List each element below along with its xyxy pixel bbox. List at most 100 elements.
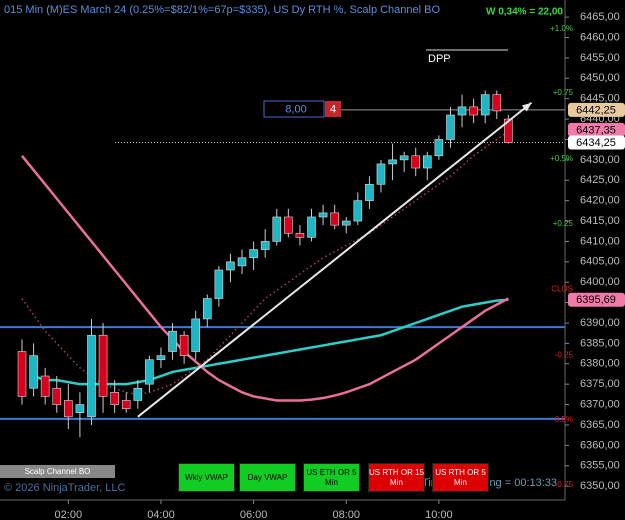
x-tick-label: 08:00 bbox=[332, 509, 360, 520]
candle-body bbox=[133, 387, 143, 401]
toggle-button[interactable]: US RTH OR 5 Min bbox=[432, 463, 489, 492]
candle-body bbox=[307, 216, 316, 238]
price-label-box bbox=[568, 102, 625, 117]
candle-body bbox=[411, 155, 421, 169]
percent-label: -0.75 bbox=[555, 480, 574, 489]
percent-label: +0.25 bbox=[553, 219, 574, 228]
candle-body bbox=[179, 334, 189, 356]
candle-body bbox=[202, 298, 212, 320]
candle-body bbox=[295, 232, 305, 238]
percent-label: +1.0% bbox=[550, 24, 573, 33]
candle-body bbox=[480, 94, 490, 116]
candle-body bbox=[446, 114, 455, 140]
dpp-label: DPP bbox=[428, 53, 451, 65]
candle-body bbox=[272, 216, 282, 242]
overlay-line bbox=[33, 298, 509, 386]
y-tick-label: 6390,00 bbox=[580, 317, 620, 329]
y-tick-label: 6350,00 bbox=[580, 480, 620, 492]
y-tick-label: 6465,00 bbox=[580, 11, 620, 23]
order-count[interactable]: 4 bbox=[330, 103, 336, 115]
candle-body bbox=[422, 155, 432, 169]
candle-body bbox=[75, 404, 85, 414]
copyright: © 2026 NinjaTrader, LLC bbox=[4, 482, 125, 494]
x-tick-label: 10:00 bbox=[425, 509, 453, 520]
candle-body bbox=[145, 359, 154, 385]
y-tick-label: 6410,00 bbox=[580, 235, 620, 247]
y-tick-label: 6430,00 bbox=[580, 154, 620, 166]
candle-body bbox=[87, 334, 96, 418]
price-label: 6437,35 bbox=[576, 124, 616, 136]
candle-body bbox=[110, 392, 119, 405]
plot-area bbox=[0, 0, 565, 500]
price-label: 6442,25 bbox=[576, 104, 616, 116]
y-tick-label: 6405,00 bbox=[580, 256, 620, 268]
y-tick-label: 6425,00 bbox=[580, 174, 620, 186]
percent-label: -0.5% bbox=[552, 415, 573, 424]
candle-body bbox=[191, 318, 200, 352]
price-label-box bbox=[568, 122, 625, 137]
candle-body bbox=[40, 375, 50, 397]
x-tick-label: 06:00 bbox=[240, 509, 268, 520]
candle-body bbox=[376, 163, 386, 185]
candle-body bbox=[469, 106, 478, 116]
chart-title: 015 Min (M)ES March 24 (0.25%=$82/1%=67p… bbox=[4, 4, 440, 16]
candle-body bbox=[156, 355, 166, 361]
candle-body bbox=[98, 334, 108, 397]
order-count-box[interactable] bbox=[325, 101, 341, 117]
y-tick-label: 6420,00 bbox=[580, 195, 620, 207]
candle-body bbox=[492, 94, 502, 112]
candle-body bbox=[249, 249, 258, 259]
candle-body bbox=[399, 155, 409, 161]
toggle-button[interactable]: Wkly VWAP bbox=[178, 463, 235, 492]
percent-label: CLOS bbox=[551, 284, 573, 293]
candle-body bbox=[365, 184, 374, 201]
y-tick-label: 6380,00 bbox=[580, 358, 620, 370]
y-tick-label: 6450,00 bbox=[580, 72, 620, 84]
percent-label: +0.5% bbox=[550, 154, 573, 163]
order-quantity-box[interactable] bbox=[263, 100, 325, 118]
candle-body bbox=[168, 330, 177, 352]
toggle-button[interactable]: Day VWAP bbox=[239, 463, 296, 492]
trend-arrow bbox=[521, 102, 532, 112]
candle-body bbox=[330, 212, 339, 226]
candle-body bbox=[388, 159, 397, 165]
scalp-button[interactable]: Scalp Channel BO bbox=[0, 465, 115, 478]
y-tick-label: 6400,00 bbox=[580, 276, 620, 288]
candle-body bbox=[214, 269, 224, 299]
candle-body bbox=[226, 261, 235, 271]
trend-line bbox=[137, 101, 533, 418]
y-tick-label: 6365,00 bbox=[580, 419, 620, 431]
y-tick-label: 6415,00 bbox=[580, 215, 620, 227]
candle-body bbox=[434, 139, 444, 157]
y-tick-label: 6455,00 bbox=[580, 52, 620, 64]
y-tick-label: 6460,00 bbox=[580, 31, 620, 43]
header-right: W 0,34% = 22,00 bbox=[486, 7, 563, 18]
toggle-button[interactable]: US ETH OR 5 Min bbox=[303, 463, 360, 492]
candle-body bbox=[353, 200, 363, 222]
price-label-box bbox=[568, 135, 625, 150]
candle-body bbox=[17, 351, 27, 397]
candle-body bbox=[52, 387, 62, 405]
candle-body bbox=[237, 257, 247, 267]
candle-body bbox=[284, 216, 293, 234]
order-quantity[interactable]: 8,00 bbox=[285, 103, 306, 115]
candle-body bbox=[64, 400, 73, 418]
y-tick-label: 6360,00 bbox=[580, 439, 620, 451]
y-tick-label: 6385,00 bbox=[580, 337, 620, 349]
percent-label: +0.75 bbox=[553, 88, 574, 97]
overlay-line bbox=[21, 155, 509, 402]
candle-body bbox=[504, 118, 513, 143]
x-tick-label: 04:00 bbox=[147, 509, 175, 520]
y-tick-label: 6355,00 bbox=[580, 460, 620, 472]
x-tick-label: 02:00 bbox=[55, 509, 83, 520]
y-tick-label: 6445,00 bbox=[580, 93, 620, 105]
candle-body bbox=[29, 355, 38, 389]
candle-body bbox=[260, 241, 270, 250]
toggle-button[interactable]: US RTH OR 15 Min bbox=[368, 463, 425, 492]
price-label: 6434,25 bbox=[576, 137, 616, 149]
price-label-box bbox=[568, 292, 625, 307]
percent-label: -0.25 bbox=[555, 350, 574, 359]
y-tick-label: 6370,00 bbox=[580, 398, 620, 410]
candle-body bbox=[318, 212, 328, 218]
